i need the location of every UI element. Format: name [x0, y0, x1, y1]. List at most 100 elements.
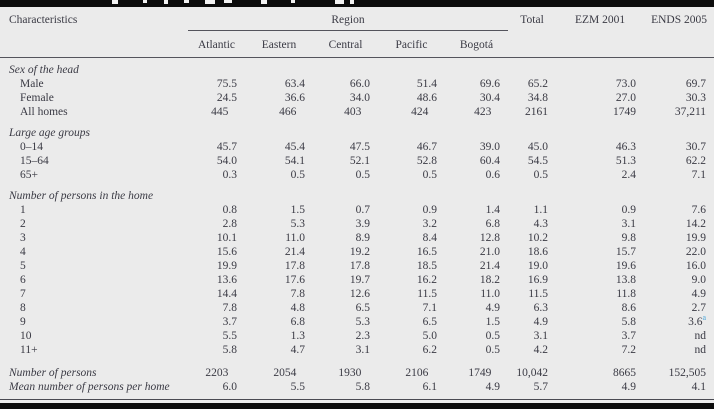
value-cell: nd [644, 343, 714, 357]
value: 1.1 [533, 204, 549, 216]
value-cell: 2.3 [313, 329, 378, 343]
value: 3.1 [533, 330, 549, 342]
value: 19.9 [685, 232, 707, 244]
value: 18.6 [527, 246, 549, 258]
value-cell: 8.9 [313, 231, 378, 245]
value-cell: 2161 [508, 105, 556, 119]
value-cell: 4.8 [245, 301, 313, 315]
value-cell: 0.7 [313, 203, 378, 217]
header-row-regions: Atlantic Eastern Central Pacific Bogotá [0, 30, 714, 58]
value-cell: 27.0 [556, 91, 644, 105]
value: 1.5 [485, 316, 501, 328]
value: 16.5 [416, 246, 437, 258]
row-label: 4 [20, 246, 26, 258]
value: 0.7 [355, 204, 370, 216]
clipped-title-fragment [224, 0, 232, 3]
value: 60.4 [479, 155, 501, 167]
value: 0.8 [222, 204, 237, 216]
value-cell: 15.7 [556, 245, 644, 259]
value: 4.8 [290, 302, 305, 314]
value-cell: 0.8 [188, 203, 245, 217]
value-cell: 4.9 [445, 380, 508, 394]
value-cell: 21.4 [445, 259, 508, 273]
value: 17.6 [284, 274, 305, 286]
value-cell: 17.6 [245, 273, 313, 287]
value-cell: 63.4 [245, 77, 313, 91]
header-row-groups: Characteristics Region Total EZM 2001 EN… [0, 7, 714, 58]
value-cell: 5.0 [378, 329, 445, 343]
value-cell: 51.4 [378, 77, 445, 91]
value: 6.2 [422, 344, 437, 356]
value: 18.5 [416, 260, 437, 272]
value: 6.8 [485, 218, 501, 230]
value: 6.1 [422, 381, 437, 393]
row-label: All homes [20, 106, 68, 118]
value: 3.9 [355, 218, 370, 230]
value: 11.5 [528, 288, 549, 300]
value-cell: 65.2 [508, 77, 556, 91]
value: 4.3 [533, 218, 549, 230]
value: 0.5 [533, 169, 549, 181]
value: 7.1 [691, 169, 707, 181]
value-cell: 2054.0 [245, 357, 313, 380]
table-row: 0–14 45.7 45.4 47.5 46.7 39.0 45.0 46.3 30.7 [0, 140, 714, 154]
value-cell: 12.6 [313, 287, 378, 301]
clipped-title-fragment [164, 0, 168, 4]
value: 445 [211, 106, 229, 118]
value: 8.9 [355, 232, 370, 244]
value-cell: 7.1 [644, 168, 714, 182]
row-label: 7 [20, 288, 26, 300]
value-cell: 8665 [556, 357, 644, 380]
value-cell: 46.3 [556, 140, 644, 154]
table-row: 8 7.8 4.8 6.5 7.1 4.9 6.3 8.6 2.7 [0, 301, 714, 315]
value-cell: 6.1 [378, 380, 445, 394]
value: 3.1 [355, 344, 370, 356]
value: 17.8 [284, 260, 305, 272]
value-cell: 4.1 [644, 380, 714, 394]
value-cell: 2203.0 [188, 357, 245, 380]
value-cell: 52.1 [313, 154, 378, 168]
value-cell: 7.2 [556, 343, 644, 357]
value: 11.0 [285, 232, 305, 244]
value: 0.5 [485, 344, 501, 356]
value: 19.7 [349, 274, 370, 286]
table-row: All homes 445.0466.0403.0424.0423.0 2161 17… [0, 105, 714, 119]
value-cell: 62.2 [644, 154, 714, 168]
value: 1.3 [290, 330, 305, 342]
value-cell: 7.1 [378, 301, 445, 315]
value: 5.3 [355, 316, 370, 328]
value: 52.8 [416, 155, 437, 167]
value: 4.2 [533, 344, 549, 356]
value-cell: 9.8 [556, 231, 644, 245]
value-cell: 424.0 [378, 105, 445, 119]
value: 19.9 [216, 260, 237, 272]
value: 7.8 [222, 302, 237, 314]
value-cell: 3.9 [313, 217, 378, 231]
value: 10.2 [527, 232, 549, 244]
value: 47.5 [349, 141, 370, 153]
table-row: 3 10.1 11.0 8.9 8.4 12.8 10.2 9.8 19.9 [0, 231, 714, 245]
value: 48.6 [416, 92, 437, 104]
value-cell: 19.2 [313, 245, 378, 259]
value-cell: 16.5 [378, 245, 445, 259]
value: 5.8 [355, 381, 370, 393]
value: 4.9 [485, 381, 501, 393]
value: 5.8 [621, 316, 637, 328]
value: 7.8 [290, 288, 305, 300]
value: 10,042 [516, 367, 549, 379]
value: 2161 [525, 106, 549, 118]
value-cell: 7.8 [245, 287, 313, 301]
value: 0.3 [222, 169, 237, 181]
value-cell: 45.0 [508, 140, 556, 154]
value-cell: 7.8 [188, 301, 245, 315]
top-clipped-bar [0, 0, 714, 7]
value-cell: 4.9 [445, 301, 508, 315]
section-header: Sex of the head [9, 64, 79, 76]
value-cell: 34.8 [508, 91, 556, 105]
value-cell: 22.0 [644, 245, 714, 259]
value: 51.3 [615, 155, 637, 167]
value-cell: 10.1 [188, 231, 245, 245]
value: 12.8 [479, 232, 501, 244]
table-body: Sex of the head Male 75.5 63.4 66.0 51.4 69.6 6… [0, 58, 714, 395]
